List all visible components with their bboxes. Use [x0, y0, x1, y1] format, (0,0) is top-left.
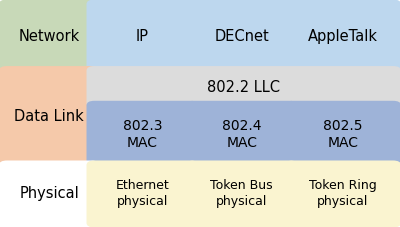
Text: 802.2 LLC: 802.2 LLC [207, 79, 280, 95]
FancyBboxPatch shape [0, 160, 99, 227]
Text: 802.4
MAC: 802.4 MAC [222, 119, 262, 150]
FancyBboxPatch shape [86, 160, 198, 227]
FancyBboxPatch shape [285, 101, 400, 168]
Text: Ethernet
physical: Ethernet physical [116, 180, 170, 208]
Text: Physical: Physical [19, 186, 79, 202]
Text: Network: Network [18, 29, 80, 44]
FancyBboxPatch shape [285, 0, 400, 73]
Text: AppleTalk: AppleTalk [308, 29, 378, 44]
FancyBboxPatch shape [186, 0, 298, 73]
Text: 802.3
MAC: 802.3 MAC [123, 119, 162, 150]
FancyBboxPatch shape [186, 160, 298, 227]
FancyBboxPatch shape [86, 66, 400, 108]
Text: 802.5
MAC: 802.5 MAC [323, 119, 363, 150]
Text: DECnet: DECnet [214, 29, 269, 44]
FancyBboxPatch shape [285, 160, 400, 227]
FancyBboxPatch shape [0, 66, 99, 168]
Text: Token Bus
physical: Token Bus physical [210, 180, 273, 208]
FancyBboxPatch shape [0, 0, 99, 73]
FancyBboxPatch shape [86, 0, 198, 73]
FancyBboxPatch shape [86, 101, 198, 168]
Text: IP: IP [136, 29, 149, 44]
FancyBboxPatch shape [186, 101, 298, 168]
Text: Data Link: Data Link [14, 109, 84, 124]
Text: Token Ring
physical: Token Ring physical [309, 180, 377, 208]
